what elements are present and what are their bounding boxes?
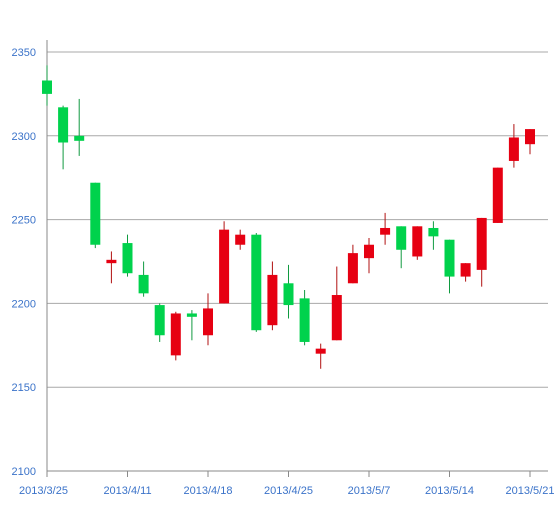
candle-5 <box>123 235 133 277</box>
candle-body-23 <box>412 226 422 256</box>
candle-body-8 <box>171 313 181 355</box>
candle-28 <box>493 168 503 223</box>
candle-4 <box>106 251 116 283</box>
candle-25 <box>445 240 455 294</box>
candle-body-29 <box>509 137 519 160</box>
candle-body-5 <box>123 243 133 273</box>
candle-20 <box>364 238 374 273</box>
x-tick-label-3: 2013/4/25 <box>264 485 313 497</box>
candle-21 <box>380 213 390 245</box>
candle-body-18 <box>332 295 342 340</box>
candle-30 <box>525 129 535 154</box>
x-tick-label-1: 2013/4/11 <box>103 485 151 497</box>
candle-body-28 <box>493 168 503 223</box>
candle-body-11 <box>219 230 229 304</box>
candle-body-10 <box>203 308 213 335</box>
candles <box>42 65 535 368</box>
candle-3 <box>90 183 100 248</box>
axes <box>47 40 548 471</box>
candle-body-21 <box>380 228 390 235</box>
y-tick-label-2350: 2350 <box>12 47 36 59</box>
candle-body-20 <box>364 245 374 258</box>
candle-17 <box>316 344 326 369</box>
candle-body-0 <box>42 80 52 93</box>
candle-19 <box>348 245 358 284</box>
candle-body-19 <box>348 253 358 283</box>
x-tick-label-5: 2013/5/14 <box>425 485 474 497</box>
candle-body-24 <box>428 228 438 236</box>
candle-0 <box>42 65 52 105</box>
y-tick-label-2150: 2150 <box>12 382 36 394</box>
candle-10 <box>203 293 213 345</box>
candle-6 <box>139 262 149 297</box>
candle-24 <box>428 221 438 249</box>
candle-8 <box>171 312 181 361</box>
candle-body-6 <box>139 275 149 293</box>
candle-2 <box>74 99 84 156</box>
candle-29 <box>509 124 519 168</box>
candle-12 <box>235 230 245 250</box>
candle-1 <box>58 106 68 170</box>
candle-14 <box>267 262 277 331</box>
candle-13 <box>251 233 261 332</box>
y-tick-label-2250: 2250 <box>12 215 36 227</box>
candle-body-17 <box>316 349 326 354</box>
candle-9 <box>187 310 197 340</box>
candle-body-26 <box>461 263 471 276</box>
candle-body-4 <box>106 260 116 263</box>
x-tick-label-0: 2013/3/25 <box>19 485 68 497</box>
candle-body-22 <box>396 226 406 249</box>
candle-body-7 <box>155 305 165 335</box>
candle-body-30 <box>525 129 535 144</box>
grid-lines <box>47 52 548 387</box>
candle-body-27 <box>477 218 487 270</box>
x-tick-label-6: 2013/5/21 <box>506 485 555 497</box>
candle-body-16 <box>300 298 310 342</box>
candle-16 <box>300 290 310 345</box>
candle-body-12 <box>235 235 245 245</box>
x-tick-labels: 2013/3/25 2013/4/11 2013/4/18 2013/4/25 2013… <box>19 471 554 497</box>
x-tick-label-4: 2013/5/7 <box>348 485 391 497</box>
candle-15 <box>284 265 294 319</box>
candle-23 <box>412 226 422 260</box>
y-tick-label-2300: 2300 <box>12 131 36 143</box>
y-tick-labels: 2100 2150 2200 2250 2300 2350 <box>12 47 36 478</box>
candle-body-13 <box>251 235 261 331</box>
candle-body-15 <box>284 283 294 305</box>
y-tick-label-2200: 2200 <box>12 298 36 310</box>
candle-18 <box>332 267 342 341</box>
candle-body-14 <box>267 275 277 325</box>
x-tick-label-2: 2013/4/18 <box>184 485 233 497</box>
candle-body-3 <box>90 183 100 245</box>
candle-body-1 <box>58 107 68 142</box>
candle-body-2 <box>74 136 84 141</box>
candle-11 <box>219 221 229 303</box>
candle-26 <box>461 263 471 281</box>
candle-27 <box>477 218 487 287</box>
candle-body-25 <box>445 240 455 277</box>
candle-22 <box>396 226 406 268</box>
candle-7 <box>155 303 165 342</box>
y-tick-label-2100: 2100 <box>12 466 36 478</box>
candle-body-9 <box>187 313 197 316</box>
